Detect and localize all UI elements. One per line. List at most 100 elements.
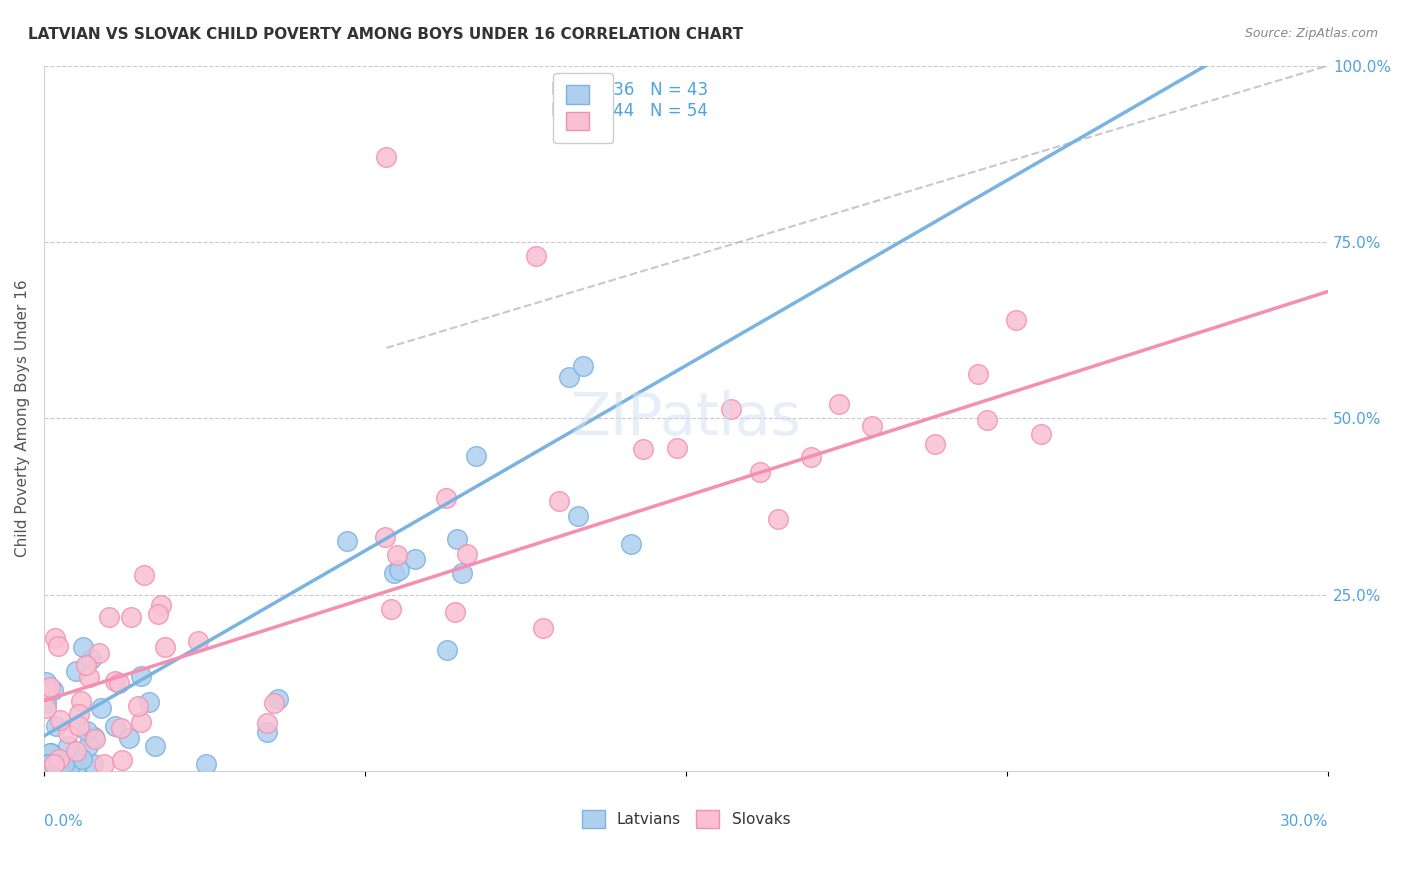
Point — [451, 566, 474, 580]
Point — [436, 642, 458, 657]
Point — [748, 465, 770, 479]
Point — [404, 551, 426, 566]
Point — [67, 757, 90, 772]
Legend: Latvians, Slovaks: Latvians, Slovaks — [575, 804, 796, 834]
Point — [35, 701, 58, 715]
Point — [84, 731, 107, 746]
Point — [70, 694, 93, 708]
Point — [108, 675, 131, 690]
Point — [531, 621, 554, 635]
Point — [380, 602, 402, 616]
Point — [456, 547, 478, 561]
Point — [256, 716, 278, 731]
Point — [56, 739, 79, 753]
Point — [118, 731, 141, 745]
Point — [98, 610, 121, 624]
Point — [131, 714, 153, 729]
Point — [65, 664, 87, 678]
Point — [524, 249, 547, 263]
Point — [41, 683, 63, 698]
Point — [267, 692, 290, 706]
Point — [52, 757, 75, 772]
Point — [143, 739, 166, 754]
Point — [72, 640, 94, 655]
Point — [967, 367, 990, 381]
Point — [35, 682, 58, 697]
Point — [1005, 313, 1028, 327]
Point — [1031, 426, 1053, 441]
Point — [76, 723, 98, 738]
Point — [766, 511, 789, 525]
Point — [153, 640, 176, 654]
Point — [76, 739, 98, 753]
Point — [127, 699, 149, 714]
Point — [138, 696, 160, 710]
Point — [336, 533, 359, 548]
Point — [120, 609, 142, 624]
Point — [67, 719, 90, 733]
Point — [388, 563, 411, 577]
Point — [44, 631, 66, 645]
Point — [132, 568, 155, 582]
Point — [465, 449, 488, 463]
Point — [35, 675, 58, 690]
Point — [434, 491, 457, 505]
Point — [256, 725, 278, 739]
Point — [72, 752, 94, 766]
Point — [49, 757, 72, 772]
Point — [58, 757, 80, 772]
Point — [48, 751, 70, 765]
Point — [572, 359, 595, 373]
Point — [567, 509, 589, 524]
Point — [263, 696, 285, 710]
Point — [129, 669, 152, 683]
Point — [38, 757, 60, 772]
Point — [104, 674, 127, 689]
Point — [75, 658, 97, 673]
Point — [59, 757, 82, 772]
Point — [39, 746, 62, 760]
Point — [620, 537, 643, 551]
Point — [187, 634, 209, 648]
Point — [924, 436, 946, 450]
Point — [800, 450, 823, 464]
Y-axis label: Child Poverty Among Boys Under 16: Child Poverty Among Boys Under 16 — [15, 280, 30, 558]
Point — [110, 721, 132, 735]
Point — [87, 646, 110, 660]
Point — [45, 719, 67, 733]
Point — [90, 701, 112, 715]
Point — [67, 706, 90, 721]
Point — [46, 639, 69, 653]
Point — [111, 753, 134, 767]
Point — [558, 370, 581, 384]
Point — [828, 397, 851, 411]
Point — [65, 744, 87, 758]
Text: R = 0.644   N = 54: R = 0.644 N = 54 — [551, 103, 709, 120]
Text: R = 0.536   N = 43: R = 0.536 N = 43 — [551, 81, 709, 99]
Point — [860, 419, 883, 434]
Point — [548, 493, 571, 508]
Point — [382, 566, 405, 581]
Point — [35, 757, 58, 772]
Text: Source: ZipAtlas.com: Source: ZipAtlas.com — [1244, 27, 1378, 40]
Text: ZIPatlas: ZIPatlas — [571, 390, 801, 447]
Point — [80, 652, 103, 666]
Point — [79, 670, 101, 684]
Point — [83, 731, 105, 745]
Point — [82, 757, 104, 772]
Point — [631, 442, 654, 456]
Point — [976, 413, 998, 427]
Point — [444, 605, 467, 619]
Text: LATVIAN VS SLOVAK CHILD POVERTY AMONG BOYS UNDER 16 CORRELATION CHART: LATVIAN VS SLOVAK CHILD POVERTY AMONG BO… — [28, 27, 744, 42]
Point — [35, 696, 58, 710]
Point — [49, 713, 72, 727]
Point — [720, 401, 742, 416]
Point — [41, 747, 63, 761]
Point — [387, 548, 409, 562]
Point — [39, 680, 62, 694]
Point — [146, 607, 169, 621]
Point — [150, 599, 173, 613]
Point — [665, 442, 688, 456]
Point — [375, 150, 398, 164]
Text: 30.0%: 30.0% — [1279, 814, 1329, 829]
